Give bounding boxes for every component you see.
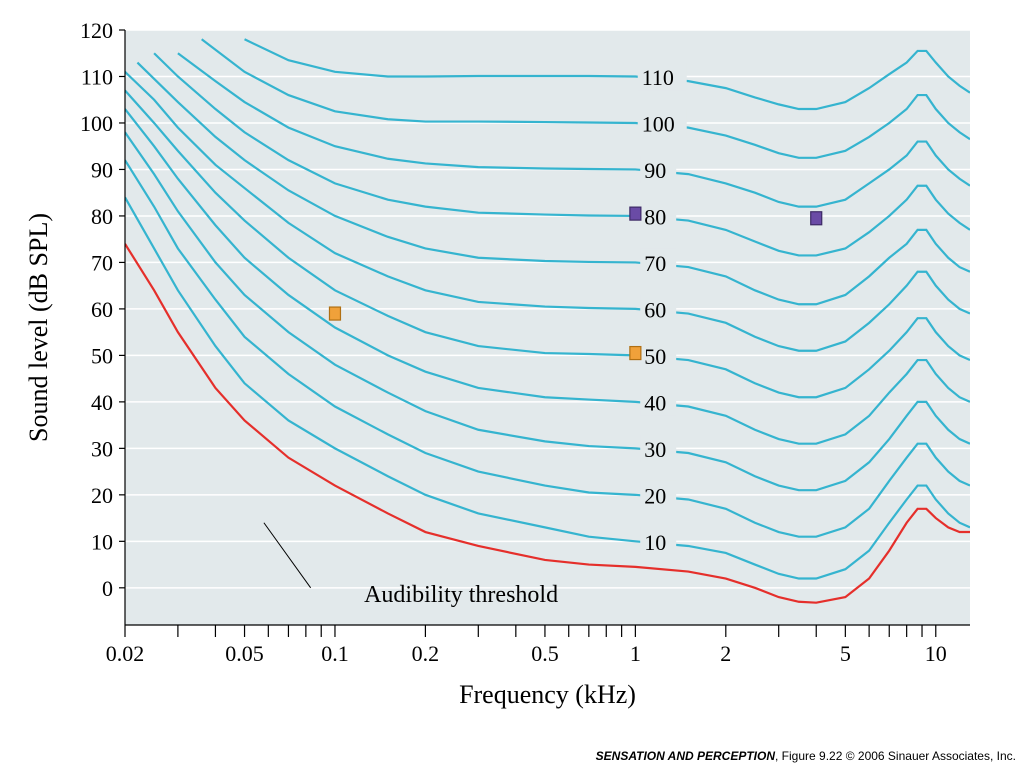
y-tick-label: 20 [91,483,113,508]
curve-label: 60 [644,298,666,323]
threshold-label: Audibility threshold [364,582,558,608]
x-tick-label: 0.1 [321,641,349,666]
y-tick-label: 40 [91,390,113,415]
x-tick-label: 0.5 [531,641,559,666]
x-axis-label: Frequency (kHz) [459,680,636,709]
x-tick-label: 2 [720,641,731,666]
x-tick-label: 0.2 [412,641,440,666]
plot-area [125,30,970,625]
x-tick-label: 5 [840,641,851,666]
data-marker [329,307,340,320]
data-marker [630,207,641,220]
y-tick-label: 30 [91,436,113,461]
curve-label: 20 [644,484,666,509]
curve-label: 10 [644,530,666,555]
y-tick-label: 80 [91,204,113,229]
curve-label: 110 [642,65,674,90]
y-tick-label: 120 [80,18,113,43]
y-tick-label: 90 [91,157,113,182]
curve-label: 30 [644,437,666,462]
x-tick-label: 0.05 [225,641,264,666]
y-tick-label: 10 [91,529,113,554]
curve-label: 70 [644,251,666,276]
y-tick-label: 50 [91,343,113,368]
data-marker [811,212,822,225]
y-tick-label: 70 [91,250,113,275]
y-tick-label: 60 [91,297,113,322]
data-marker [630,347,641,360]
curve-label: 90 [644,158,666,183]
equal-loudness-chart: 102030405060708090100110Audibility thres… [0,0,1024,768]
curve-label: 40 [644,391,666,416]
y-tick-label: 0 [102,576,113,601]
x-tick-label: 10 [925,641,947,666]
curve-label: 100 [642,112,675,137]
x-tick-label: 0.02 [106,641,145,666]
curve-label: 80 [644,205,666,230]
x-tick-label: 1 [630,641,641,666]
curve-label: 50 [644,344,666,369]
credit-line: SENSATION AND PERCEPTION, Figure 9.22 © … [596,749,1016,763]
y-tick-label: 110 [81,64,113,89]
y-axis-label: Sound level (dB SPL) [24,213,53,442]
y-tick-label: 100 [80,111,113,136]
